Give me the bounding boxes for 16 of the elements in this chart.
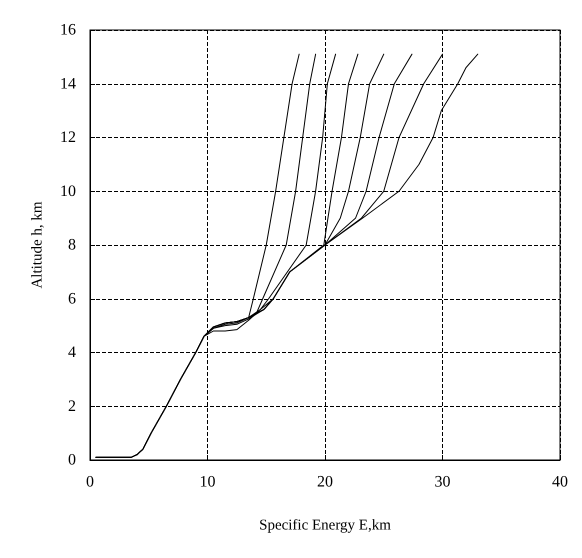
x-tick-label: 10 [200, 474, 216, 490]
x-tick-label: 30 [434, 474, 450, 490]
y-tick-label: 16 [60, 22, 76, 38]
y-tick-label: 4 [68, 344, 76, 361]
y-tick-label: 10 [60, 182, 76, 200]
y-tick-label: 2 [68, 398, 76, 415]
y-tick-label: 6 [68, 290, 76, 308]
y-tick-label: 0 [68, 452, 76, 468]
x-tick-label: 0 [86, 474, 94, 490]
x-axis-title: Specific Energy E,km [259, 518, 392, 534]
x-tick-label: 40 [552, 474, 568, 490]
y-tick-label: 8 [68, 236, 76, 254]
x-tick-label: 20 [317, 474, 333, 490]
y-axis-title: Altitude h, km [30, 201, 46, 289]
y-tick-label: 14 [60, 75, 76, 92]
y-tick-label: 12 [60, 129, 76, 146]
